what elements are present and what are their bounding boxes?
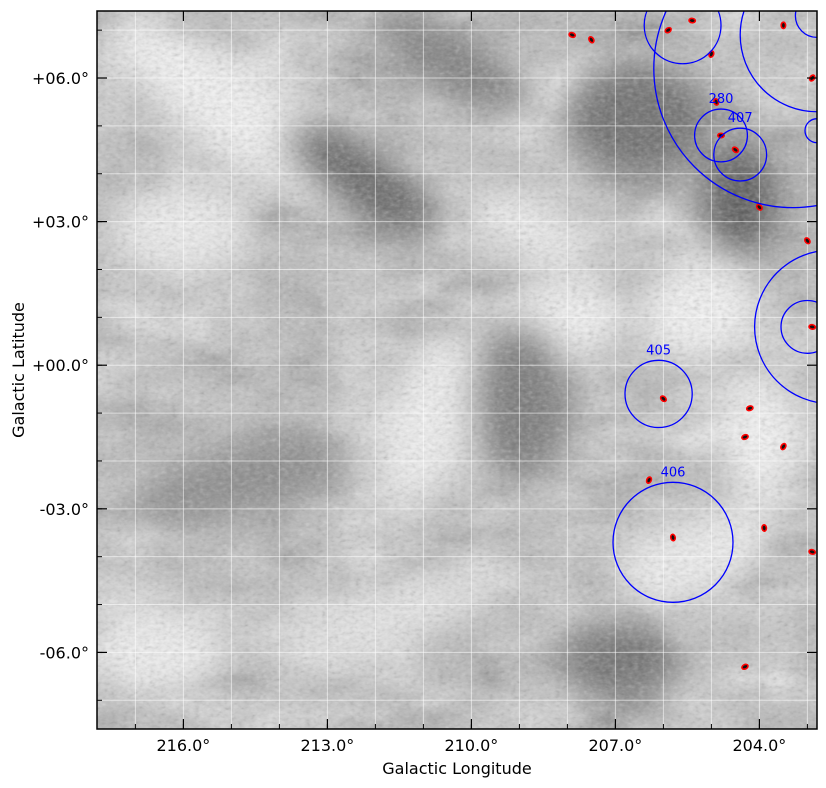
x-tick-label: 216.0°: [156, 736, 210, 755]
region-circle: [739, 11, 817, 113]
x-tick-label: 213.0°: [300, 736, 354, 755]
source-contour: [808, 323, 817, 330]
source-contour: [588, 35, 595, 44]
y-tick-label: -06.0°: [40, 643, 89, 662]
region-circle: [713, 127, 768, 182]
region-circle-layer: 280 407 409 405 406: [612, 11, 826, 603]
source-contour: [731, 146, 740, 154]
source-contour: [645, 476, 653, 484]
y-axis: +06.0° +03.0° +00.0° -03.0° -06.0°: [32, 29, 817, 701]
source-contour: [659, 395, 667, 403]
y-tick-label: +03.0°: [32, 213, 89, 232]
source-contour: [741, 433, 749, 441]
region-label: 406: [661, 465, 686, 480]
region-circle: [794, 11, 817, 39]
y-tick-label: +00.0°: [32, 356, 89, 375]
source-contour: [780, 21, 787, 30]
coordinate-grid: [97, 11, 817, 729]
source-contour: [780, 442, 787, 451]
region-circle: [653, 11, 817, 209]
x-axis: 216.0° 213.0° 210.0° 207.0° 204.0°: [134, 11, 808, 755]
y-tick-label: -03.0°: [40, 500, 89, 519]
source-contour: [664, 26, 672, 34]
source-contour: [761, 523, 768, 532]
source-contour: [568, 31, 577, 39]
source-contour: [808, 548, 817, 555]
region-circle: [624, 359, 693, 429]
region-circle: [804, 118, 817, 144]
source-contour: [745, 405, 754, 412]
region-label: 280: [709, 92, 734, 107]
region-circle: [693, 108, 749, 163]
source-contour: [688, 17, 697, 24]
region-label: 409: [819, 233, 826, 248]
sky-intensity-image: [97, 11, 817, 729]
x-tick-label: 210.0°: [444, 736, 498, 755]
source-contour: [713, 98, 720, 106]
x-tick-label: 207.0°: [588, 736, 642, 755]
region-circle: [643, 11, 722, 65]
y-axis-title: Galactic Latitude: [9, 302, 28, 438]
region-label: 405: [646, 343, 671, 358]
region-circles: 280 407 409 405 406: [612, 11, 826, 603]
region-circle: [780, 299, 817, 354]
source-contours: [568, 17, 817, 671]
source-contour: [669, 533, 677, 542]
region-label: 407: [728, 111, 753, 126]
plot-frame: [96, 10, 818, 730]
x-tick-label: 204.0°: [732, 736, 786, 755]
y-tick-label: +06.0°: [32, 69, 89, 88]
source-contour: [803, 237, 811, 245]
region-circle: [612, 481, 734, 603]
region-circle: [753, 250, 817, 403]
source-contour: [741, 663, 749, 671]
x-axis-title: Galactic Longitude: [382, 759, 531, 778]
source-contour: [755, 203, 763, 211]
